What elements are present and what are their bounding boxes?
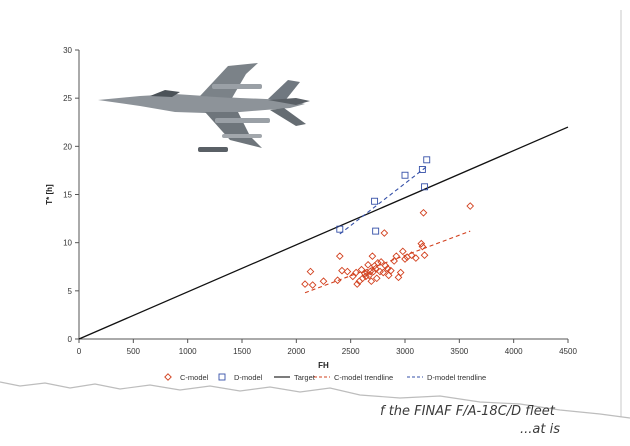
chart-legend: C-model D-model Target C-model trendline D-m… [164, 373, 486, 382]
chart-lines [78, 126, 569, 340]
c-model-point [412, 254, 420, 262]
x-tick-label: 2000 [287, 347, 305, 356]
c-model-point [335, 252, 344, 260]
c-model-point [381, 261, 390, 270]
c-model-trendline-line [304, 230, 471, 294]
c-model-point [308, 281, 317, 289]
x-tick-label: 0 [77, 347, 82, 356]
target-line [78, 126, 569, 340]
legend-d-model-marker [218, 373, 226, 381]
y-tick-label: 30 [63, 46, 72, 55]
c-model-point [373, 259, 382, 267]
c-model-point [360, 269, 369, 278]
c-model-point [372, 274, 381, 283]
c-model-point [418, 242, 427, 251]
chart-points [301, 156, 475, 289]
c-model-point [338, 266, 346, 275]
c-model-point [363, 268, 371, 277]
legend-label: C-model trendline [334, 373, 393, 382]
canopy [150, 90, 180, 97]
y-tick-label: 15 [63, 191, 72, 200]
c-model-point [369, 267, 378, 276]
legend-label: D-model [234, 373, 263, 382]
c-model-point [368, 252, 377, 260]
missile-1 [212, 84, 262, 89]
c-model-point [420, 251, 429, 260]
y-tick-label: 10 [63, 239, 72, 248]
d-model-point [423, 156, 431, 164]
c-model-point [366, 267, 375, 276]
document-page [6, 6, 620, 438]
x-tick-label: 500 [127, 347, 141, 356]
c-model-point [352, 268, 360, 277]
c-model-point [343, 267, 352, 276]
chart-axes: 0 500 1000 1500 2000 2500 3000 3500 4000 4500 0 5 10… [45, 46, 577, 370]
fuselage [98, 94, 305, 113]
y-tick-label: 0 [68, 335, 73, 344]
c-model-point [387, 266, 395, 275]
x-tick-label: 1000 [179, 347, 197, 356]
c-model-point [367, 277, 376, 286]
d-model-point [336, 225, 344, 233]
c-model-point [383, 264, 392, 273]
c-model-point [396, 268, 405, 277]
x-tick-label: 4000 [505, 347, 523, 356]
d-model-trendline-line [339, 166, 428, 235]
c-model-point [306, 267, 315, 276]
c-model-point [466, 202, 475, 210]
missile-3 [222, 134, 262, 138]
y-tick-label: 20 [63, 142, 72, 151]
legend-label: D-model trendline [427, 373, 486, 382]
y-tick-label: 25 [63, 94, 72, 103]
c-model-point [333, 276, 342, 285]
c-model-point [379, 268, 388, 277]
c-model-point [357, 265, 366, 274]
c-model-point [301, 280, 309, 288]
c-model-point [398, 247, 407, 256]
d-model-point [418, 166, 426, 173]
d-model-point [372, 227, 380, 235]
x-tick-label: 3000 [396, 347, 414, 356]
c-model-point [392, 252, 401, 260]
y-tick-label: 5 [68, 287, 73, 296]
d-model-point [401, 171, 409, 179]
x-tick-label: 4500 [559, 347, 577, 356]
c-model-point [419, 208, 428, 217]
c-model-point [377, 258, 385, 266]
legend-label: C-model [180, 373, 209, 382]
x-tick-label: 3500 [450, 347, 468, 356]
c-model-point [364, 260, 372, 269]
caption-text-2: ...at is [520, 422, 560, 437]
tail-fin [268, 80, 300, 102]
c-model-point [319, 277, 328, 286]
legend-c-model-marker [164, 373, 172, 381]
d-model-point [371, 197, 379, 205]
d-model-point [421, 183, 429, 191]
missile-4 [198, 147, 228, 152]
c-model-point [417, 239, 426, 248]
y-axis-label: T* [h] [45, 184, 54, 205]
x-tick-label: 2500 [342, 347, 360, 356]
wing-upper [200, 63, 258, 98]
c-model-point [371, 264, 380, 273]
x-axis-label: FH [318, 361, 329, 370]
c-model-point [349, 272, 357, 281]
caption-text: f the FINAF F/A-18C/D fleet [380, 404, 555, 419]
c-model-point [407, 251, 416, 260]
missile-2 [215, 118, 270, 123]
tail-fin-2 [268, 98, 310, 105]
c-model-point [353, 280, 362, 288]
x-tick-label: 1500 [233, 347, 251, 356]
legend-label: Target [294, 373, 316, 382]
c-model-point [401, 255, 409, 263]
c-model-point [380, 229, 389, 237]
tail-plane [270, 108, 306, 126]
fighter-jet-photo [98, 63, 310, 152]
